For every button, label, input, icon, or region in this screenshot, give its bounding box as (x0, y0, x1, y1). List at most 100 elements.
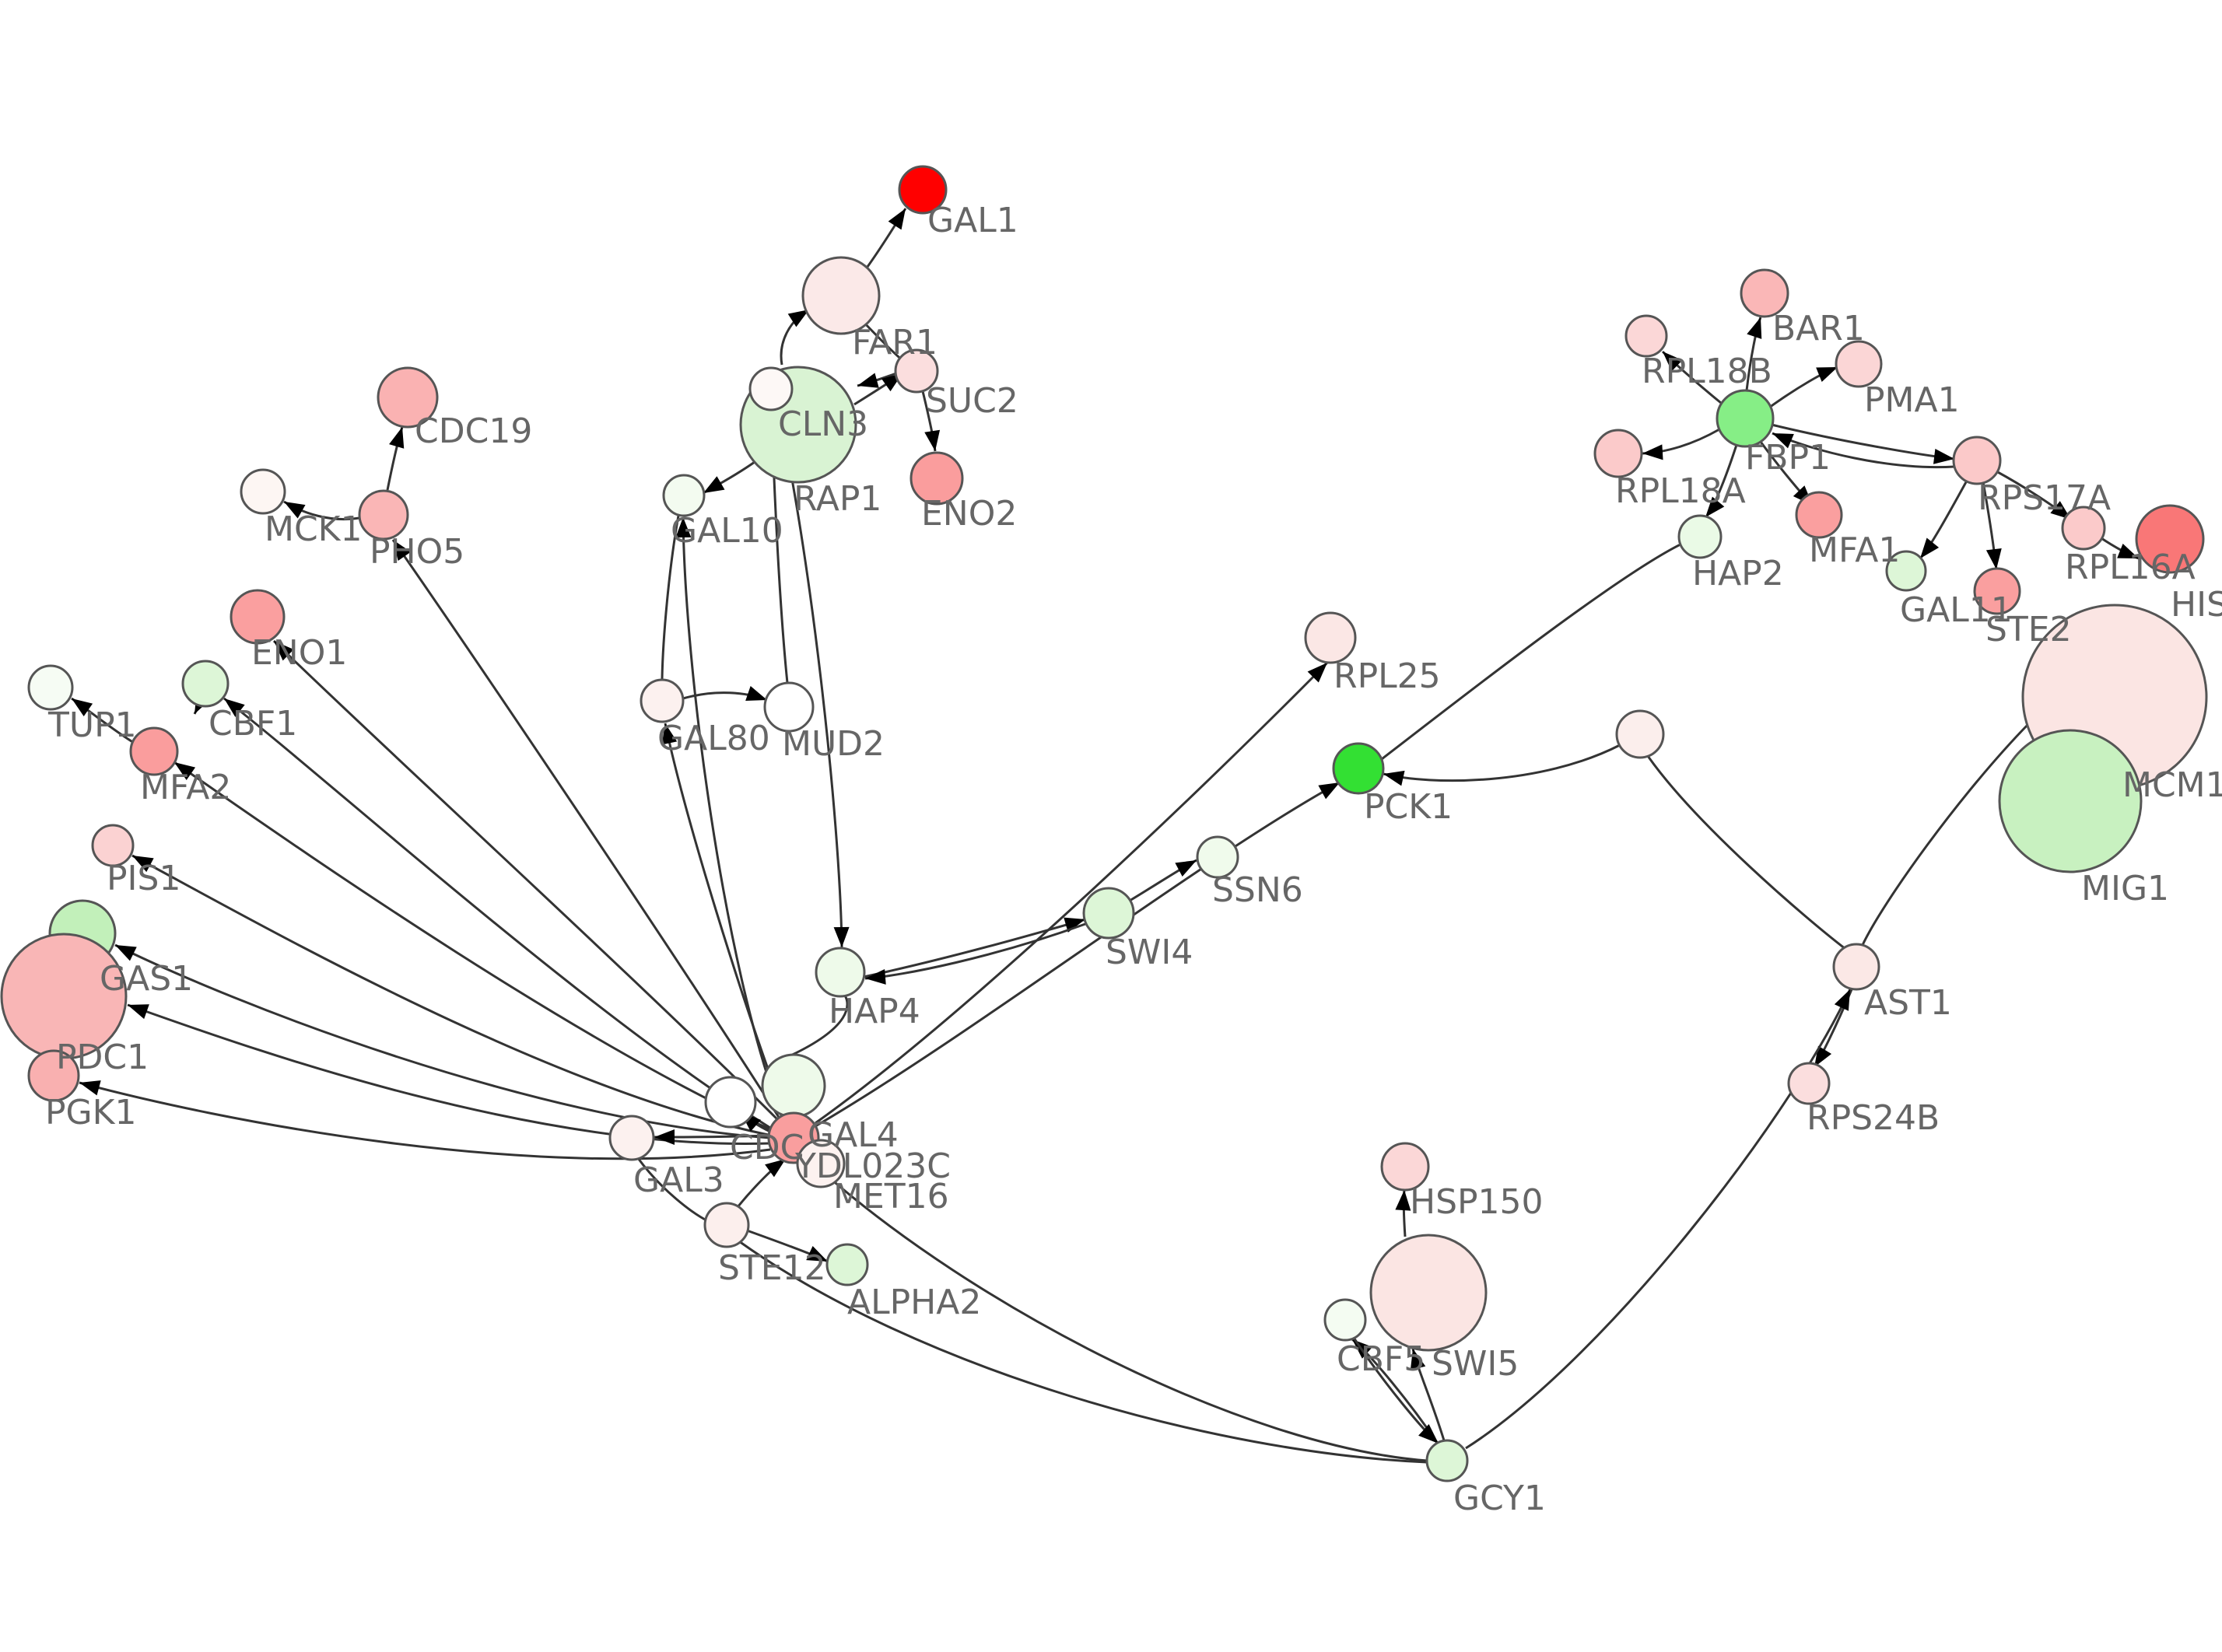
arrowhead-GAL4-to-CBF1 (224, 698, 245, 717)
arrowhead-RPS17A-to-GAL11 (1920, 537, 1940, 558)
edge-GAL4-to-PHO5 (391, 539, 781, 1119)
arrowhead-GAL4-to-GAL10 (675, 517, 692, 538)
edge-GAL4-to-CBF1 (223, 697, 771, 1129)
arrowhead-FBP1-to-BAR1 (1747, 317, 1762, 339)
node-label-hap4: HAP4 (829, 992, 920, 1031)
node-ast1[interactable] (1832, 943, 1880, 991)
node-label-his4: HIS4 (2171, 585, 2222, 625)
node-ste12[interactable] (703, 1202, 750, 1248)
edge-GCY1-to-AST1 (1465, 989, 1852, 1450)
node-swi5[interactable] (1369, 1234, 1488, 1352)
arrowhead-FBP1-to-RPS17A (1933, 448, 1954, 464)
node-label-pma1: PMA1 (1864, 380, 1960, 420)
arrowhead-CBF5-to-GCY1 (1418, 1424, 1439, 1444)
node-rps24b[interactable] (1787, 1062, 1831, 1105)
node-tup1[interactable] (27, 664, 74, 711)
node-gal1[interactable] (898, 165, 948, 215)
node-his4[interactable] (2135, 504, 2205, 574)
node-rpl25[interactable] (1304, 611, 1357, 664)
node-fbp1[interactable] (1716, 389, 1775, 448)
node-alpha2[interactable] (825, 1243, 869, 1286)
node-pck1[interactable] (1332, 742, 1385, 795)
node-gal11[interactable] (1885, 550, 1927, 592)
node-hsp150[interactable] (1380, 1142, 1430, 1192)
node-hap2[interactable] (1677, 514, 1723, 559)
arrowhead-SWI4-to-HAP4 (865, 968, 886, 985)
node-gal10[interactable] (662, 474, 706, 517)
edge-GAL4-to-GAL80 (664, 723, 786, 1115)
node-label-fbp1: FBP1 (1745, 438, 1831, 478)
arrowhead-SWI4-to-SSN6 (1175, 860, 1197, 877)
node-suc2[interactable] (894, 348, 939, 394)
edge-GAL4-to-PCK1 (815, 781, 1341, 1128)
node-bar1[interactable] (1740, 268, 1789, 318)
arrowhead-RAP1-to-HAP4 (833, 926, 850, 947)
node-label-pck1: PCK1 (1364, 787, 1453, 827)
node-rpl18a[interactable] (1593, 429, 1643, 478)
arrowhead-GAL4-to-GAS1 (115, 945, 137, 961)
node-mig1[interactable] (1998, 729, 2143, 873)
node-far1[interactable] (801, 256, 881, 335)
node-label-rpl16a: RPL16A (2065, 548, 2196, 587)
node-mud2[interactable] (763, 681, 815, 733)
node-cdc19[interactable] (377, 366, 439, 429)
node-mfa1[interactable] (1795, 491, 1843, 539)
node-hap4[interactable] (815, 947, 866, 998)
arrowhead-GAL4-to-RPL25 (1307, 663, 1327, 683)
arrowhead-MFA2-to-TUP1 (72, 698, 93, 717)
edge-STE12-to-GCY1 (738, 1240, 1428, 1464)
node-cbf1[interactable] (181, 660, 230, 708)
node-label-cdc19: CDC19 (415, 411, 532, 451)
nodes-layer (0, 165, 2208, 1482)
edge-GAL4-to-ENO1 (272, 639, 780, 1122)
node-mck1[interactable] (240, 468, 286, 515)
node-label-gal4: GAL4 (808, 1115, 899, 1155)
node-label-rps24b: RPS24B (1807, 1098, 1940, 1138)
edge-GAL4-to-GAS1 (114, 943, 771, 1139)
node-label-gal10: GAL10 (671, 511, 783, 551)
node-pma1[interactable] (1835, 340, 1883, 388)
node-label-eno1: ENO1 (251, 633, 347, 673)
node-cbf5[interactable] (1323, 1298, 1367, 1342)
node-eno1[interactable] (230, 589, 286, 645)
node-mfa2[interactable] (129, 726, 179, 776)
node-pis1[interactable] (91, 824, 135, 867)
node-met16[interactable] (761, 1053, 826, 1118)
node-ste2[interactable] (1973, 567, 2021, 615)
arrowhead-GAL4-to-PDC1 (128, 1004, 149, 1020)
node-label-rpl25: RPL25 (1334, 656, 1441, 696)
node-label-alpha2: ALPHA2 (847, 1283, 981, 1322)
arrowhead-STE12-to-GAL4 (765, 1159, 786, 1178)
node-hub1[interactable] (1615, 709, 1665, 759)
node-label-gcy1: GCY1 (1453, 1479, 1546, 1518)
arrowhead-GAL4-to-PGK1 (79, 1080, 101, 1096)
arrowhead-FBP1-to-HAP2 (1705, 496, 1725, 517)
edge-GAL4-to-GAL10 (682, 516, 783, 1116)
node-ssn6[interactable] (1196, 835, 1239, 879)
node-swi4[interactable] (1082, 887, 1135, 940)
node-ydl023c[interactable] (796, 1139, 846, 1188)
node-label-rpl18a: RPL18A (1615, 471, 1746, 511)
node-label-suc2: SUC2 (926, 381, 1018, 421)
arrowhead-SWI5-to-HSP150 (1395, 1190, 1411, 1211)
arrowhead-FBP1-to-RPL18A (1642, 444, 1663, 460)
node-pgk1[interactable] (27, 1049, 80, 1102)
edge-MCM1-to-AST1 (1861, 722, 2031, 946)
node-rap1[interactable] (748, 366, 794, 411)
edge-PCK1-to-HAP2 (1381, 543, 1681, 761)
node-rpl16a[interactable] (2061, 506, 2106, 551)
node-gal3[interactable] (608, 1115, 655, 1161)
node-rpl18b[interactable] (1624, 314, 1668, 358)
node-label-mcm1: MCM1 (2122, 765, 2222, 805)
node-gcy1[interactable] (1425, 1439, 1469, 1482)
node-label-pis1: PIS1 (107, 859, 180, 898)
node-rps17a[interactable] (1952, 436, 2002, 485)
node-cdc[interactable] (704, 1076, 757, 1129)
node-pho5[interactable] (358, 489, 409, 541)
node-eno2[interactable] (909, 451, 964, 506)
arrowhead-STE12-to-ALPHA2 (806, 1246, 828, 1262)
arrowhead-HUB1-to-PCK1 (1383, 770, 1405, 786)
node-label-tup1: TUP1 (47, 705, 137, 745)
node-gal80[interactable] (640, 678, 685, 723)
